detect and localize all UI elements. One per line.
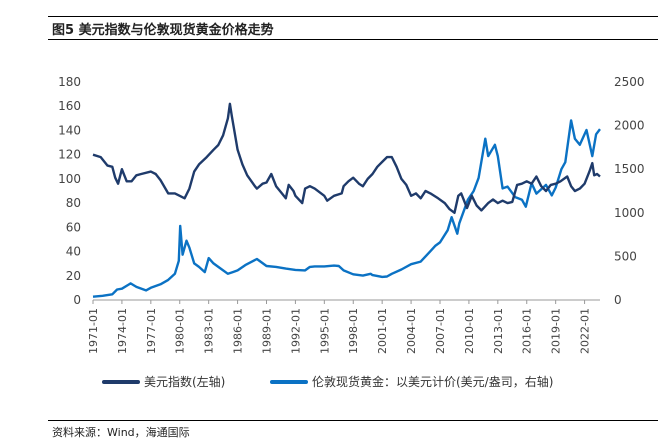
right-y-tick-label: 500	[614, 249, 637, 263]
x-tick-label: 1989-01	[260, 308, 273, 354]
x-tick-label: 2013-01	[492, 308, 505, 354]
x-tick-label: 2010-01	[463, 308, 476, 354]
right-y-tick-label: 1500	[614, 162, 645, 176]
left-y-tick-label: 160	[58, 99, 81, 113]
x-tick-label: 2019-01	[550, 308, 563, 354]
left-y-tick-label: 40	[66, 245, 81, 259]
x-tick-label: 1977-01	[145, 308, 158, 354]
figure-title-bar: 图5 美元指数与伦敦现货黄金价格走势	[48, 16, 658, 40]
x-tick-label: 1971-01	[87, 308, 100, 354]
x-tick-label: 1995-01	[318, 308, 331, 354]
x-tick-label: 1998-01	[347, 308, 360, 354]
left-y-tick-label: 140	[58, 123, 81, 137]
left-y-tick-label: 120	[58, 148, 81, 162]
right-y-tick-label: 2000	[614, 119, 645, 133]
legend-usd-index-label: 美元指数(左轴)	[144, 374, 225, 389]
figure-title: 图5 美元指数与伦敦现货黄金价格走势	[52, 23, 274, 38]
x-tick-label: 1980-01	[174, 308, 187, 354]
right-y-tick-label: 2500	[614, 75, 645, 89]
x-tick-label: 1974-01	[116, 308, 129, 354]
x-tick-label: 1992-01	[289, 308, 302, 354]
left-y-tick-label: 0	[73, 293, 81, 307]
series-lines	[92, 102, 601, 298]
right-y-tick-label: 1000	[614, 206, 645, 220]
left-y-tick-label: 100	[58, 172, 81, 186]
x-tick-label: 1986-01	[232, 308, 245, 354]
x-tick-label: 2007-01	[434, 308, 447, 354]
left-y-tick-label: 80	[66, 196, 81, 210]
x-tick-label: 2001-01	[376, 308, 389, 354]
usd-index-line	[92, 102, 601, 214]
x-axis: 1971-01 1974-01 1977-01 1980-01 1983-01 1986-…	[87, 300, 592, 354]
gold-price-line	[92, 119, 601, 298]
x-tick-label: 2016-01	[521, 308, 534, 354]
right-y-axis: 0 500 1000 1500 2000 2500	[614, 75, 645, 307]
x-tick-label: 2004-01	[405, 308, 418, 354]
left-y-axis: 0 20 40 60 80 100 120 140 160 180	[58, 75, 81, 307]
source-note: 资料来源：Wind，海通国际	[48, 420, 658, 439]
right-y-tick-label: 0	[614, 293, 622, 307]
source-text: 资料来源：Wind，海通国际	[52, 426, 190, 439]
left-y-tick-label: 180	[58, 75, 81, 89]
legend-gold-price-label: 伦敦现货黄金：以美元计价(美元/盎司，右轴)	[312, 374, 553, 389]
left-y-tick-label: 60	[66, 220, 81, 234]
left-y-tick-label: 20	[66, 269, 81, 283]
x-tick-label: 1983-01	[203, 308, 216, 354]
legend: 美元指数(左轴) 伦敦现货黄金：以美元计价(美元/盎司，右轴)	[102, 374, 553, 389]
x-tick-label: 2022-01	[579, 308, 592, 354]
